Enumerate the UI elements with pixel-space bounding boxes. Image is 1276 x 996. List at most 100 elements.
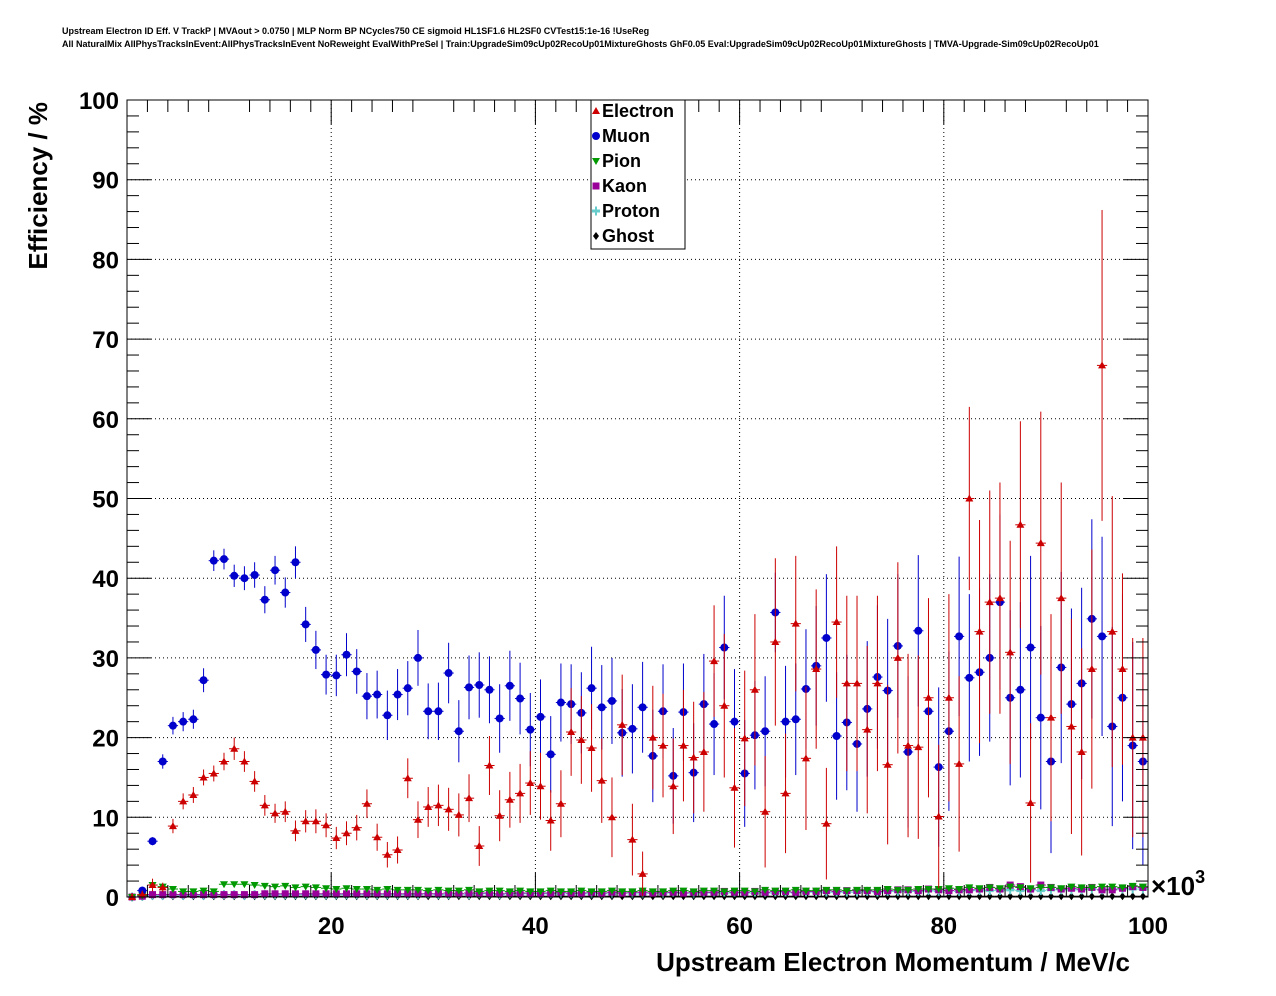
data-point — [750, 685, 759, 693]
data-point — [1037, 892, 1044, 901]
data-point — [352, 886, 361, 894]
data-point — [597, 703, 606, 712]
legend-label-kaon: Kaon — [602, 176, 647, 196]
data-point — [935, 892, 942, 901]
data-point — [1027, 892, 1034, 901]
data-point — [1138, 883, 1147, 891]
data-point — [1118, 884, 1127, 892]
data-point — [199, 773, 208, 781]
data-point — [853, 886, 862, 894]
data-point — [659, 741, 668, 749]
data-point — [332, 671, 341, 680]
data-point — [761, 727, 770, 736]
data-point — [556, 698, 565, 707]
data-point — [893, 653, 902, 661]
x-axis-title: Upstream Electron Momentum / MeV/c — [656, 947, 1130, 977]
data-point — [699, 887, 708, 895]
data-point — [1036, 539, 1045, 547]
data-point — [353, 890, 361, 898]
data-point — [965, 884, 974, 892]
data-point — [179, 797, 188, 805]
data-point — [577, 887, 586, 895]
data-point — [883, 886, 892, 894]
data-point — [342, 885, 351, 893]
y-tick-label: 50 — [92, 487, 119, 514]
data-point — [363, 890, 371, 898]
data-point — [260, 882, 269, 890]
data-point — [791, 619, 800, 627]
data-point — [1078, 892, 1085, 901]
data-point — [424, 802, 433, 810]
data-point — [251, 891, 259, 899]
data-point — [343, 890, 351, 898]
data-point — [771, 887, 780, 895]
data-point — [924, 886, 933, 894]
data-point — [1067, 722, 1076, 730]
legend-label-ghost: Ghost — [602, 226, 654, 246]
data-point — [169, 891, 177, 899]
data-point — [985, 884, 994, 892]
data-point — [271, 890, 279, 898]
data-point — [475, 680, 484, 689]
x-tick-label: 20 — [318, 913, 345, 940]
data-point — [444, 805, 453, 813]
y-tick-label: 20 — [92, 726, 119, 753]
data-point — [893, 886, 902, 894]
data-point — [587, 743, 596, 751]
data-point — [618, 720, 627, 728]
data-point — [1026, 643, 1035, 652]
data-point — [260, 801, 269, 809]
data-point — [915, 892, 922, 901]
data-point — [230, 744, 239, 752]
data-point — [1077, 884, 1086, 892]
data-point — [832, 618, 841, 626]
data-point — [179, 888, 188, 896]
data-point — [311, 817, 320, 825]
data-point — [914, 886, 923, 894]
data-point — [240, 881, 249, 889]
data-point — [1139, 892, 1146, 901]
data-point — [220, 891, 228, 899]
data-point — [822, 633, 831, 642]
data-point — [904, 886, 913, 894]
data-point — [1057, 885, 1066, 893]
y-axis-title: Efficiency / % — [23, 102, 53, 270]
data-point — [1108, 627, 1117, 635]
data-point — [322, 670, 331, 679]
data-point — [556, 799, 565, 807]
data-point — [352, 823, 361, 831]
data-point — [158, 883, 167, 891]
data-point — [403, 774, 412, 782]
data-point — [914, 743, 923, 751]
data-point — [465, 683, 474, 692]
data-point — [924, 693, 933, 701]
data-point — [383, 711, 392, 720]
data-point — [230, 881, 239, 889]
data-point — [710, 720, 719, 729]
data-point — [730, 783, 739, 791]
data-point — [1118, 665, 1127, 673]
data-point — [945, 892, 952, 901]
data-point — [761, 886, 770, 894]
data-point — [219, 757, 228, 765]
data-point — [148, 881, 157, 889]
data-point — [1129, 892, 1136, 901]
data-point — [771, 637, 780, 645]
data-point — [403, 886, 412, 894]
data-point — [832, 732, 841, 741]
data-point — [322, 890, 330, 898]
data-point — [159, 891, 167, 899]
data-point — [679, 887, 688, 895]
data-point — [485, 761, 494, 769]
data-point — [597, 776, 606, 784]
data-point — [209, 769, 218, 777]
data-point — [832, 886, 841, 894]
data-point — [311, 645, 320, 654]
legend-label-muon: Muon — [602, 126, 650, 146]
data-point — [863, 886, 872, 894]
data-point — [383, 850, 392, 858]
data-point — [638, 869, 647, 877]
data-point — [219, 555, 228, 564]
data-point — [914, 626, 923, 635]
data-point — [669, 887, 678, 895]
